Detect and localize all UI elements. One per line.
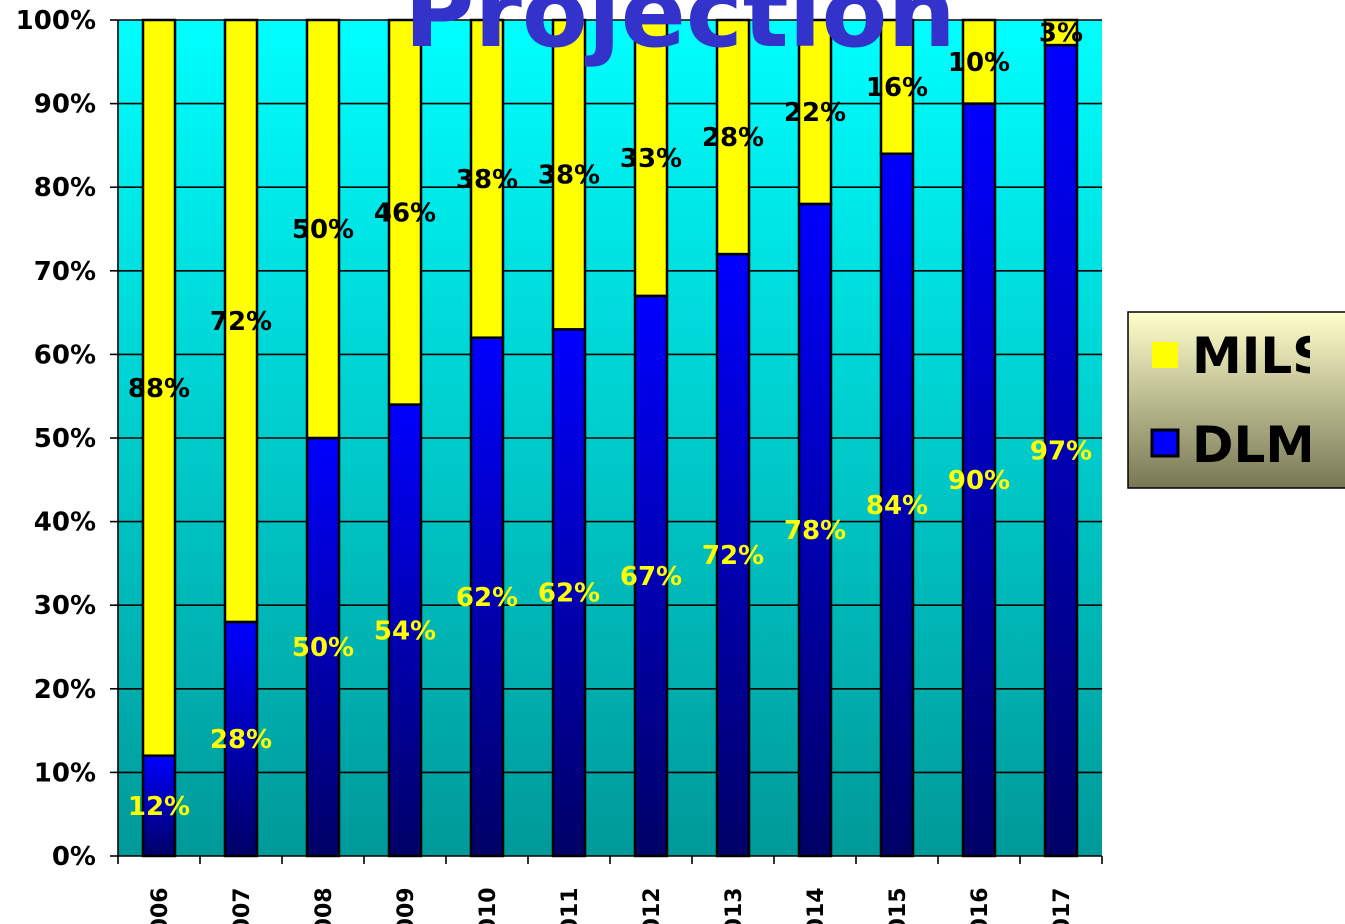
x-tick-label-2017: 2017 xyxy=(1050,887,1075,924)
y-tick-label: 0% xyxy=(52,842,96,872)
data-label-mils-2012: 33% xyxy=(620,144,682,174)
x-tick-label-2009: 2009 xyxy=(394,887,419,924)
legend-box xyxy=(1127,311,1345,489)
data-label-mils-2010: 38% xyxy=(456,165,518,195)
data-label-mils-2013: 28% xyxy=(702,123,764,153)
bar-dlm-2007 xyxy=(223,620,259,858)
data-label-mils-2009: 46% xyxy=(374,198,436,228)
chart-title: Projection xyxy=(404,0,956,69)
data-label-dlm-2013: 72% xyxy=(702,541,764,571)
bar-mils-2016 xyxy=(961,18,997,105)
data-label-dlm-2017: 97% xyxy=(1030,437,1092,467)
x-tick-label-2012: 2012 xyxy=(640,887,665,924)
y-tick-label: 30% xyxy=(34,591,96,621)
bar-mils-2011 xyxy=(551,18,587,331)
y-tick-label: 10% xyxy=(34,758,96,788)
legend-label-dlm: DLM xyxy=(1192,416,1315,474)
bar-dlm-2008 xyxy=(305,436,341,858)
y-tick-label: 60% xyxy=(34,340,96,370)
bar-mils-2008 xyxy=(305,18,341,440)
x-tick-label-2011: 2011 xyxy=(558,887,583,924)
gridlines xyxy=(118,19,1102,774)
data-label-dlm-2009: 54% xyxy=(374,616,436,646)
data-label-mils-2006: 88% xyxy=(128,374,190,404)
bar-mils-2006 xyxy=(141,18,177,757)
legend-swatch-dlm xyxy=(1150,428,1180,458)
x-tick-label-2014: 2014 xyxy=(804,887,829,924)
bar-mils-2009 xyxy=(387,18,423,406)
data-label-dlm-2006: 12% xyxy=(128,792,190,822)
legend-swatch-mils xyxy=(1152,342,1178,368)
data-label-mils-2007: 72% xyxy=(210,307,272,337)
bar-dlm-2009 xyxy=(387,403,423,858)
bar-mils-2010 xyxy=(469,18,505,339)
y-tick-label: 40% xyxy=(34,508,96,538)
axes: 0% 10% 20% 30% 40% 50% 60% 70% 80% 90% 100% 2006 200… xyxy=(16,6,1103,924)
data-label-dlm-2016: 90% xyxy=(948,466,1010,496)
x-tick-label-2010: 2010 xyxy=(476,887,501,924)
bar-dlm-2013 xyxy=(715,252,751,858)
x-tick-label-2016: 2016 xyxy=(968,887,993,924)
y-tick-label: 90% xyxy=(34,90,96,120)
data-label-dlm-2007: 28% xyxy=(210,725,272,755)
bar-mils-2013 xyxy=(715,18,751,256)
data-label-mils-2016: 10% xyxy=(948,48,1010,78)
data-label-dlm-2014: 78% xyxy=(784,516,846,546)
data-label-mils-2011: 38% xyxy=(538,161,600,191)
y-tick-label: 20% xyxy=(34,675,96,705)
y-tick-label: 80% xyxy=(34,173,96,203)
data-label-dlm-2012: 67% xyxy=(620,562,682,592)
data-label-dlm-2010: 62% xyxy=(456,583,518,613)
legend: MILS DLM xyxy=(1127,311,1345,489)
bar-dlm-2014 xyxy=(797,202,833,858)
x-tick-label-2007: 2007 xyxy=(230,887,255,924)
x-tick-label-2008: 2008 xyxy=(312,887,337,924)
x-tick-label-2006: 2006 xyxy=(148,887,173,924)
data-label-dlm-2008: 50% xyxy=(292,633,354,663)
y-tick-label: 100% xyxy=(16,6,96,36)
bar-mils-2007 xyxy=(223,18,259,624)
data-label-dlm-2015: 84% xyxy=(866,491,928,521)
bar-dlm-2010 xyxy=(469,336,505,858)
legend-label-mils: MILS xyxy=(1192,327,1328,385)
y-tick-label: 70% xyxy=(34,257,96,287)
data-label-dlm-2011: 62% xyxy=(538,579,600,609)
data-label-mils-2014: 22% xyxy=(784,98,846,128)
bar-mils-2017 xyxy=(1043,18,1079,47)
data-label-mils-2008: 50% xyxy=(292,215,354,245)
bars xyxy=(141,18,1079,858)
bar-dlm-2016 xyxy=(961,102,997,858)
y-tick-label: 50% xyxy=(34,424,96,454)
x-tick-label-2015: 2015 xyxy=(886,887,911,924)
data-label-mils-2017: 3% xyxy=(1039,19,1083,49)
data-labels: 12% 88% 28% 72% 50% 50% 54% 46% 62% 38% 62% 38% 67% 3… xyxy=(128,19,1092,822)
bar-mils-2012 xyxy=(633,18,669,298)
bar-mils-2014 xyxy=(797,18,833,206)
bar-dlm-2006 xyxy=(141,754,177,858)
data-label-mils-2015: 16% xyxy=(866,73,928,103)
bar-mils-2015 xyxy=(879,18,915,156)
x-tick-label-2013: 2013 xyxy=(722,887,747,924)
